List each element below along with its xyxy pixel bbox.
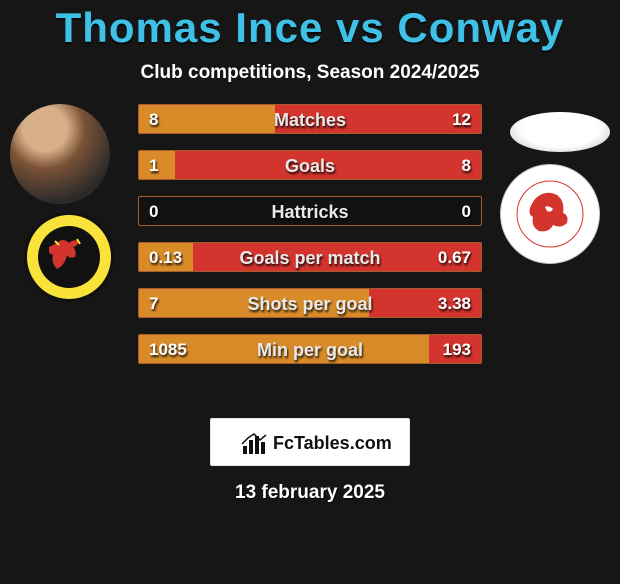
stat-row: 73.38Shots per goal <box>138 288 482 318</box>
source-brand: FcTables.com <box>273 419 392 467</box>
stat-label: Hattricks <box>139 197 481 227</box>
player2-club-crest <box>500 164 600 264</box>
stat-row: 812Matches <box>138 104 482 134</box>
player1-club-crest <box>24 212 114 302</box>
bar-chart-icon <box>241 430 267 456</box>
stat-label: Shots per goal <box>139 289 481 319</box>
source-badge: FcTables.com <box>210 418 410 466</box>
player2-avatar <box>510 112 610 152</box>
lion-crest-icon <box>515 179 585 249</box>
snapshot-date: 13 february 2025 <box>0 482 620 504</box>
stat-row: 00Hattricks <box>138 196 482 226</box>
stat-row: 0.130.67Goals per match <box>138 242 482 272</box>
stat-label: Goals <box>139 151 481 181</box>
comparison-arena: 812Matches 18Goals 00Hattricks 0.130.67Goal… <box>0 104 620 404</box>
player1-avatar <box>10 104 110 204</box>
stat-row: 18Goals <box>138 150 482 180</box>
stat-label: Goals per match <box>139 243 481 273</box>
stats-list: 812Matches 18Goals 00Hattricks 0.130.67Goal… <box>138 104 482 380</box>
stat-row: 1085193Min per goal <box>138 334 482 364</box>
page-title: Thomas Ince vs Conway <box>0 4 620 52</box>
subtitle: Club competitions, Season 2024/2025 <box>0 62 620 84</box>
moose-icon <box>49 237 89 277</box>
stat-label: Min per goal <box>139 335 481 365</box>
stat-label: Matches <box>139 105 481 135</box>
